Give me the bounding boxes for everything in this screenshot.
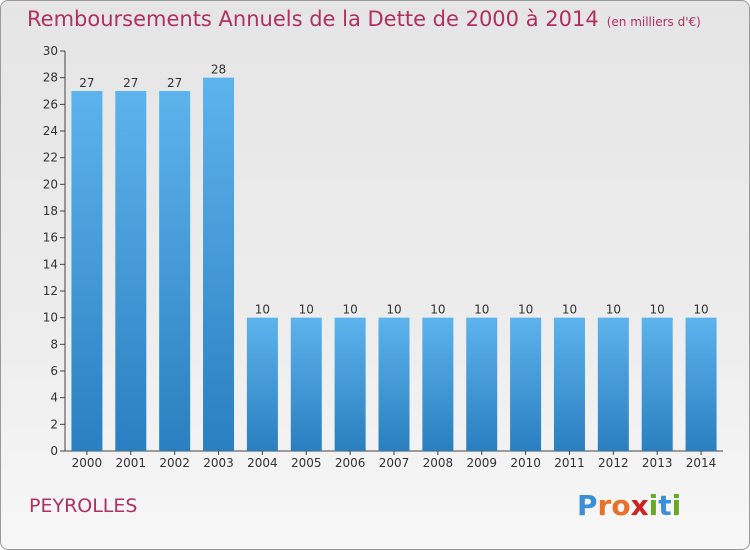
bar-value-label: 10 bbox=[650, 303, 665, 317]
y-tick-label: 30 bbox=[43, 44, 58, 58]
bar bbox=[115, 91, 147, 451]
x-tick-label: 2007 bbox=[379, 456, 410, 470]
x-tick-label: 2002 bbox=[159, 456, 190, 470]
bar-value-label: 10 bbox=[386, 303, 401, 317]
bar-value-label: 10 bbox=[693, 303, 708, 317]
chart-title: Remboursements Annuels de la Dette de 20… bbox=[27, 7, 701, 31]
y-tick-label: 2 bbox=[50, 417, 58, 431]
bar bbox=[246, 317, 278, 451]
x-tick-label: 2010 bbox=[510, 456, 541, 470]
bar bbox=[334, 317, 366, 451]
logo-letter: P bbox=[577, 489, 598, 522]
bar-value-label: 10 bbox=[342, 303, 357, 317]
proxiti-logo: Proxiti bbox=[577, 489, 681, 522]
bar bbox=[597, 317, 629, 451]
y-tick-label: 24 bbox=[43, 124, 58, 138]
chart-title-text: Remboursements Annuels de la Dette de 20… bbox=[27, 7, 599, 31]
y-tick-label: 14 bbox=[43, 257, 58, 271]
y-tick-label: 10 bbox=[43, 311, 58, 325]
logo-letter: x bbox=[630, 489, 649, 522]
bar-value-label: 27 bbox=[123, 76, 138, 90]
bar bbox=[466, 317, 498, 451]
x-tick-label: 2012 bbox=[598, 456, 629, 470]
x-tick-label: 2013 bbox=[642, 456, 673, 470]
chart-unit: (en milliers d'€) bbox=[606, 15, 701, 29]
logo-letter: r bbox=[597, 489, 612, 522]
bar bbox=[159, 91, 191, 451]
x-tick-label: 2014 bbox=[686, 456, 717, 470]
bar-value-label: 10 bbox=[430, 303, 445, 317]
logo-letter: t bbox=[658, 489, 672, 522]
bar bbox=[203, 77, 235, 452]
y-tick-label: 4 bbox=[50, 391, 58, 405]
logo-letter: i bbox=[648, 489, 659, 522]
y-tick-label: 16 bbox=[43, 231, 58, 245]
x-tick-label: 2006 bbox=[335, 456, 366, 470]
x-tick-label: 2011 bbox=[554, 456, 585, 470]
bar bbox=[378, 317, 410, 451]
x-tick-label: 2008 bbox=[423, 456, 454, 470]
x-tick-label: 2001 bbox=[116, 456, 147, 470]
bar bbox=[71, 91, 103, 451]
y-tick-label: 22 bbox=[43, 151, 58, 165]
bar bbox=[510, 317, 542, 451]
bar-value-label: 27 bbox=[167, 76, 182, 90]
bar-value-label: 10 bbox=[474, 303, 489, 317]
commune-name: PEYROLLES bbox=[29, 495, 138, 517]
bar-value-label: 10 bbox=[606, 303, 621, 317]
bar-value-label: 10 bbox=[562, 303, 577, 317]
y-tick-label: 26 bbox=[43, 97, 58, 111]
x-tick-label: 2003 bbox=[203, 456, 234, 470]
bar bbox=[290, 317, 322, 451]
logo-letter: o bbox=[611, 489, 631, 522]
bar-value-label: 10 bbox=[255, 303, 270, 317]
y-tick-label: 8 bbox=[50, 337, 58, 351]
y-tick-label: 0 bbox=[50, 444, 58, 458]
y-tick-label: 20 bbox=[43, 177, 58, 191]
y-tick-label: 18 bbox=[43, 204, 58, 218]
bar-value-label: 10 bbox=[518, 303, 533, 317]
bar-value-label: 28 bbox=[211, 63, 226, 77]
y-tick-label: 28 bbox=[43, 71, 58, 85]
x-tick-label: 2000 bbox=[72, 456, 103, 470]
bar bbox=[641, 317, 673, 451]
bar-value-label: 10 bbox=[299, 303, 314, 317]
bar-value-label: 27 bbox=[79, 76, 94, 90]
x-tick-label: 2009 bbox=[466, 456, 497, 470]
bar bbox=[553, 317, 585, 451]
logo-letter: i bbox=[671, 489, 682, 522]
x-tick-label: 2004 bbox=[247, 456, 278, 470]
y-tick-label: 12 bbox=[43, 284, 58, 298]
bar bbox=[685, 317, 717, 451]
x-tick-label: 2005 bbox=[291, 456, 322, 470]
y-tick-label: 6 bbox=[50, 364, 58, 378]
bar bbox=[422, 317, 454, 451]
